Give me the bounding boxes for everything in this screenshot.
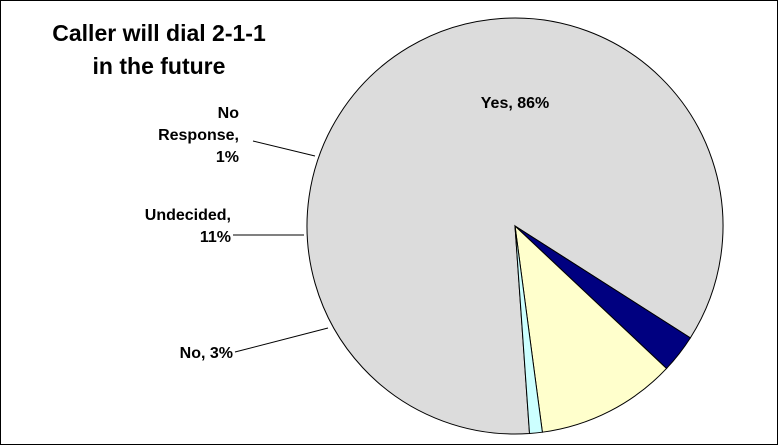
pie-slices bbox=[307, 18, 723, 434]
leader-line-no-response bbox=[253, 141, 315, 156]
data-label-no-response: No Response, 1% bbox=[158, 105, 239, 166]
data-label-undecided: Undecided, 11% bbox=[145, 207, 231, 246]
data-label-yes: Yes, 86% bbox=[481, 95, 550, 112]
data-label-no: No, 3% bbox=[180, 345, 233, 362]
leader-line-no bbox=[235, 328, 328, 352]
chart-title: Caller will dial 2-1-1 in the future bbox=[52, 20, 266, 79]
